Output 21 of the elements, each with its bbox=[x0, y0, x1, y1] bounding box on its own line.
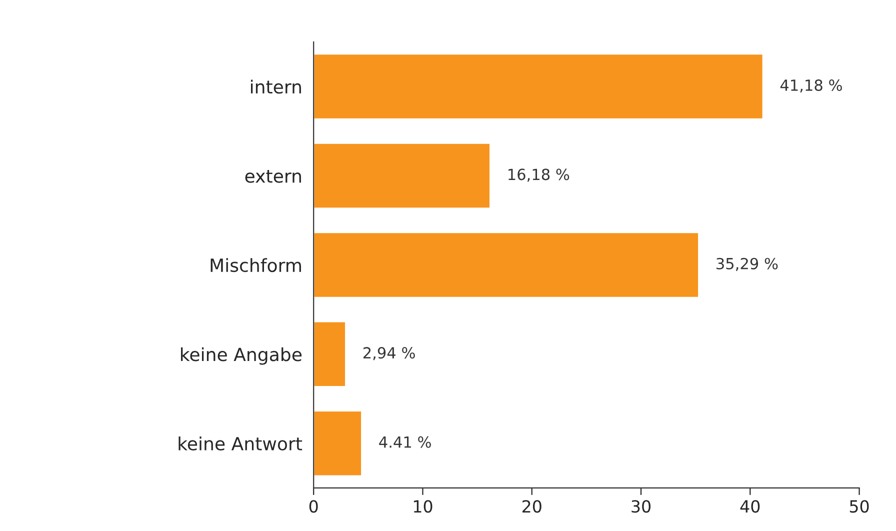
data-label: 35,29 % bbox=[716, 258, 778, 271]
x-tick-label: 40 bbox=[740, 500, 760, 513]
bar bbox=[314, 320, 346, 388]
bar bbox=[314, 410, 362, 477]
y-tick-label: keine Antwort bbox=[178, 436, 302, 450]
y-tick-label: keine Angabe bbox=[181, 347, 302, 365]
y-tick-label: extern bbox=[245, 170, 301, 183]
bar bbox=[314, 53, 764, 120]
data-label: 16,18 % bbox=[508, 168, 570, 182]
data-label: 2,94 % bbox=[363, 347, 415, 360]
data-label: 41,18 % bbox=[780, 79, 842, 93]
x-tick-label: 50 bbox=[850, 500, 869, 513]
x-tick-label: 10 bbox=[414, 500, 432, 513]
bar bbox=[314, 232, 700, 298]
data-label: 4.41 % bbox=[379, 436, 431, 448]
x-tick-label: 20 bbox=[522, 500, 542, 513]
y-tick-label: intern bbox=[250, 80, 301, 94]
y-tick-label: Mischform bbox=[210, 258, 301, 272]
bar bbox=[314, 142, 491, 210]
x-tick-label: 0 bbox=[309, 500, 318, 513]
x-tick-label: 30 bbox=[632, 500, 650, 513]
